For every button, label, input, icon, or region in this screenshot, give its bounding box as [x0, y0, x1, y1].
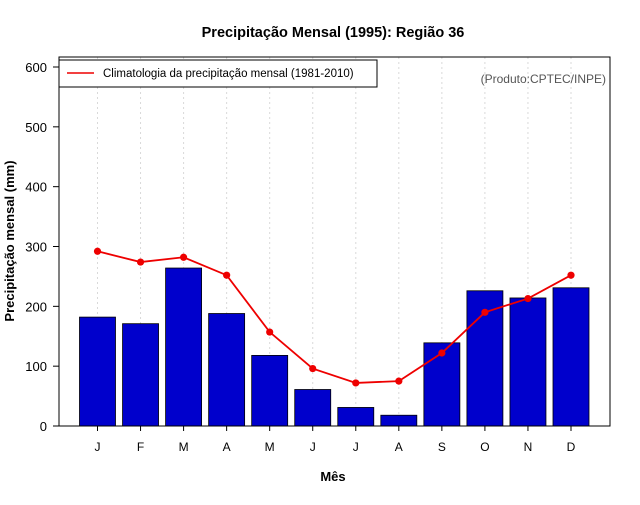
line-layer [93, 247, 575, 387]
x-tick-label: A [395, 440, 403, 454]
x-tick-label: M [179, 440, 189, 454]
climatology-point-2 [179, 253, 188, 261]
bar-2 [165, 267, 202, 427]
bar-5 [294, 389, 332, 427]
bar-0 [79, 316, 116, 427]
bar-1 [122, 323, 159, 427]
y-tick-label: 600 [25, 60, 47, 75]
climatology-point-5 [309, 364, 317, 373]
bar-8 [423, 342, 461, 427]
climatology-point-3 [223, 271, 231, 279]
grid-layer [97, 57, 572, 426]
bar-10 [509, 297, 547, 427]
climatology-point-10 [524, 294, 532, 303]
y-tick-label: 300 [25, 240, 47, 255]
climatology-point-8 [438, 349, 446, 357]
bar-6 [337, 407, 375, 427]
x-tick-label: J [95, 440, 101, 454]
bars-layer [79, 267, 590, 427]
y-tick-label: 400 [25, 180, 47, 195]
x-tick-label: O [480, 440, 489, 454]
plot-frame [58, 56, 611, 427]
bar-7 [380, 414, 418, 427]
climatology-point-9 [481, 308, 489, 316]
y-tick-label: 0 [40, 419, 47, 434]
climatology-point-11 [567, 271, 575, 279]
x-tick-label: N [524, 440, 533, 454]
x-tick-label: M [265, 440, 275, 454]
x-axis-label: Mês [320, 469, 345, 484]
x-tick-label: J [310, 440, 316, 454]
y-tick-label: 100 [25, 359, 47, 374]
climatology-point-4 [266, 328, 274, 336]
bar-3 [208, 313, 246, 427]
bar-4 [251, 354, 289, 427]
y-axis: 0 100 200 300 400 500 600 [25, 60, 59, 434]
climatology-line [97, 250, 572, 384]
x-tick-label: A [223, 440, 231, 454]
y-tick-label: 500 [25, 120, 47, 135]
legend-entry-climatology: Climatologia da precipitação mensal (198… [103, 68, 354, 80]
legend: Climatologia da precipitação mensal (198… [58, 59, 378, 88]
x-tick-label: D [567, 440, 576, 454]
x-tick-label: F [137, 440, 144, 454]
x-tick-label: S [438, 440, 446, 454]
y-axis-label: Precipitação mensal (mm) [2, 160, 17, 321]
x-tick-label: J [353, 440, 359, 454]
climatology-point-0 [93, 247, 102, 255]
climatology-point-1 [136, 258, 145, 266]
chart-title: Precipitação Mensal (1995): Região 36 [202, 25, 465, 41]
bar-11 [552, 287, 590, 427]
credit-label: (Produto:CPTEC/INPE) [481, 72, 606, 86]
y-tick-label: 200 [25, 299, 47, 314]
climatology-point-7 [395, 377, 403, 385]
climatology-point-6 [352, 379, 360, 387]
legend-box [58, 59, 378, 88]
